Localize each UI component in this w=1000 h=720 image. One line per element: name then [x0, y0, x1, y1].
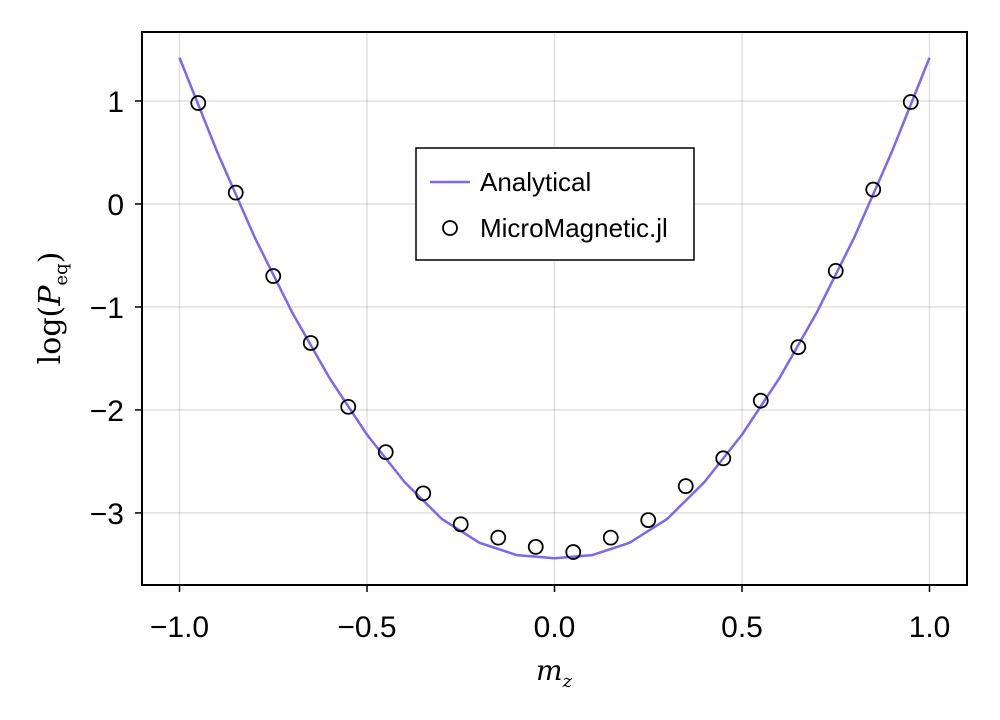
y-axis-title-prefix: log(: [33, 306, 68, 365]
micromagnetic-series: [190, 94, 919, 560]
analytical-series: [178, 57, 931, 560]
micromagnetic-point: [902, 94, 919, 110]
x-tick-label: −1.0: [150, 611, 209, 644]
y-axis-title-sub: eq: [51, 263, 72, 285]
micromagnetic-point: [190, 95, 207, 111]
ticks: [135, 100, 931, 592]
micromagnetic-point: [302, 335, 319, 351]
legend-analytical-label: Analytical: [480, 167, 591, 197]
micromagnetic-point: [715, 450, 732, 467]
grid: [142, 32, 967, 585]
y-tick-label: −3: [90, 498, 124, 531]
y-tick-label: 0: [107, 189, 124, 222]
x-axis-title: mz: [536, 654, 573, 692]
micromagnetic-point: [527, 538, 544, 555]
legend-micromagnetic-marker: [442, 220, 458, 236]
legend: Analytical MicroMagnetic.jl: [415, 147, 695, 261]
x-axis-title-sub: z: [562, 671, 573, 692]
x-tick-label: −0.5: [337, 611, 396, 644]
micromagnetic-point: [340, 398, 357, 415]
micromagnetic-point: [227, 184, 244, 201]
x-tick-label: 1.0: [909, 611, 951, 644]
micromagnetic-point: [865, 181, 882, 198]
y-tick-label: −1: [90, 292, 124, 325]
x-axis-title-main: m: [536, 654, 563, 687]
x-tick-labels: −1.0 −0.5 0.0 0.5 1.0: [150, 611, 950, 644]
micromagnetic-point: [565, 544, 582, 560]
micromagnetic-point: [827, 263, 844, 279]
y-axis-title-main: P: [33, 285, 68, 307]
micromagnetic-point: [377, 444, 394, 461]
micromagnetic-point: [415, 485, 432, 502]
legend-box: [415, 147, 695, 261]
x-tick-label: 0.5: [721, 611, 763, 644]
y-tick-labels: 1 0 −1 −2 −3: [90, 86, 124, 531]
legend-micromagnetic-label: MicroMagnetic.jl: [480, 213, 668, 243]
micromagnetic-point: [490, 529, 507, 546]
x-tick-label: 0.0: [534, 611, 576, 644]
y-axis-title: log(Peq): [33, 252, 72, 365]
micromagnetic-point: [640, 512, 657, 529]
y-tick-label: −2: [90, 395, 124, 428]
micromagnetic-point: [790, 339, 807, 356]
micromagnetic-point: [752, 392, 769, 409]
y-axis-title-suffix: ): [33, 252, 68, 264]
micromagnetic-point: [677, 478, 694, 495]
micromagnetic-point: [452, 516, 469, 533]
micromagnetic-point: [602, 529, 619, 546]
analytical-line: [178, 57, 931, 560]
micromagnetic-point: [265, 268, 282, 284]
y-tick-label: 1: [107, 86, 124, 119]
